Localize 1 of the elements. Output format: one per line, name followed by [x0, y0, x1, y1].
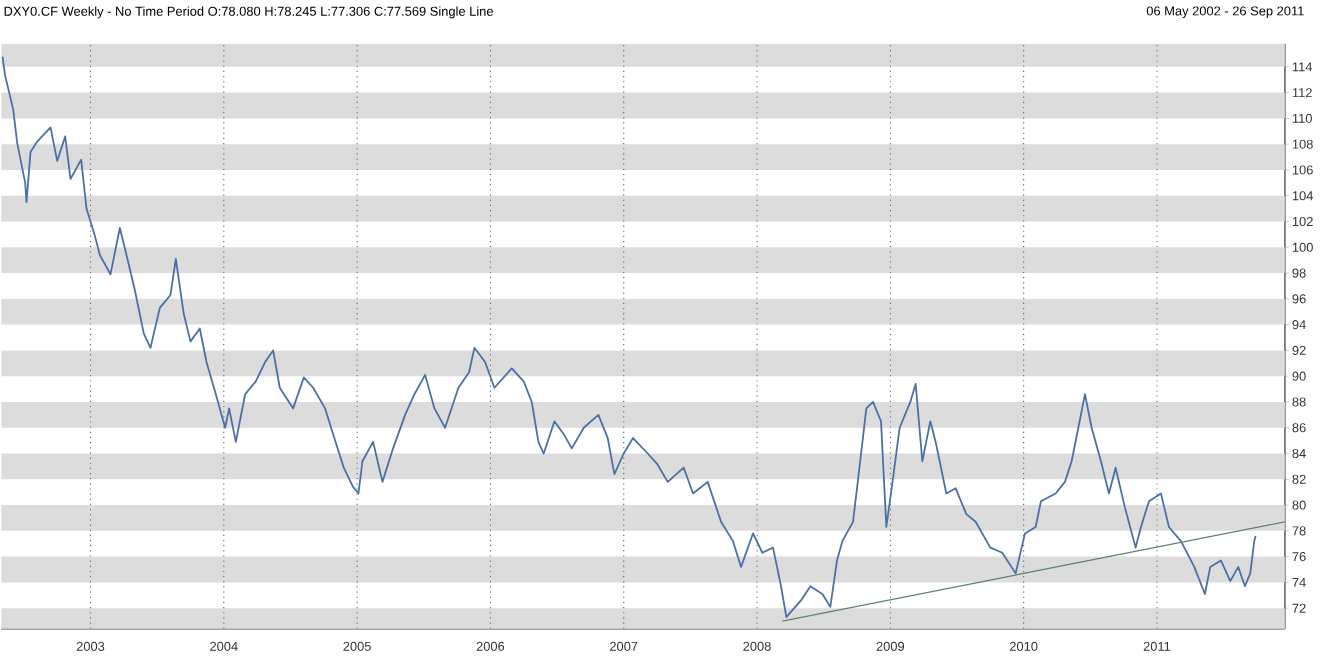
- line-series: [1, 55, 1257, 619]
